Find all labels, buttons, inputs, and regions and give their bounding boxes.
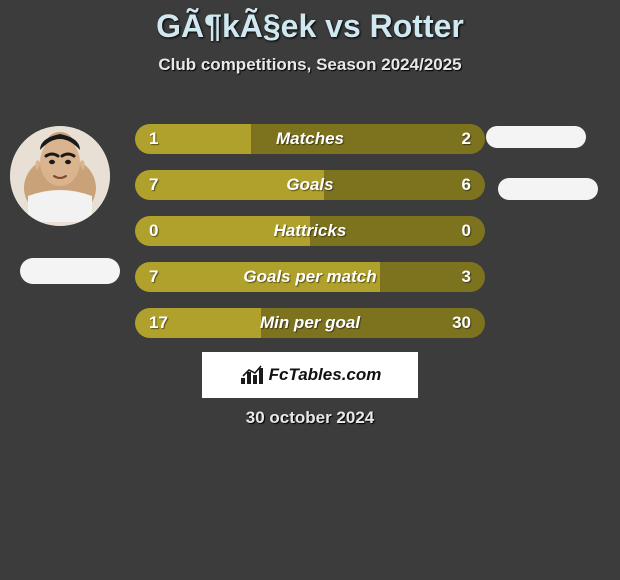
player-left-name-pill <box>20 258 120 284</box>
attribution-text: FcTables.com <box>269 365 382 385</box>
stat-bar-row: 1730Min per goal <box>135 308 485 338</box>
stat-bar-label: Matches <box>135 124 485 154</box>
stat-bar-row: 00Hattricks <box>135 216 485 246</box>
stat-bar-label: Goals per match <box>135 262 485 292</box>
fctables-logo-icon <box>239 364 263 386</box>
player-left-avatar-svg <box>10 126 110 226</box>
player-right-name-pill-1 <box>486 126 586 148</box>
stat-bar-row: 12Matches <box>135 124 485 154</box>
stat-bar-row: 73Goals per match <box>135 262 485 292</box>
player-left-avatar <box>10 126 110 226</box>
page-title: GÃ¶kÃ§ek vs Rotter <box>0 0 620 45</box>
stat-bars: 12Matches 76Goals 00Hattricks 73Goals per m… <box>135 124 485 354</box>
comparison-card: GÃ¶kÃ§ek vs Rotter Club competitions, Se… <box>0 0 620 580</box>
attribution-badge: FcTables.com <box>202 352 418 398</box>
subtitle: Club competitions, Season 2024/2025 <box>0 55 620 75</box>
stat-bar-label: Hattricks <box>135 216 485 246</box>
stat-bar-label: Min per goal <box>135 308 485 338</box>
player-right-name-pill-2 <box>498 178 598 200</box>
stat-bar-label: Goals <box>135 170 485 200</box>
stat-bar-row: 76Goals <box>135 170 485 200</box>
date-line: 30 october 2024 <box>0 408 620 428</box>
